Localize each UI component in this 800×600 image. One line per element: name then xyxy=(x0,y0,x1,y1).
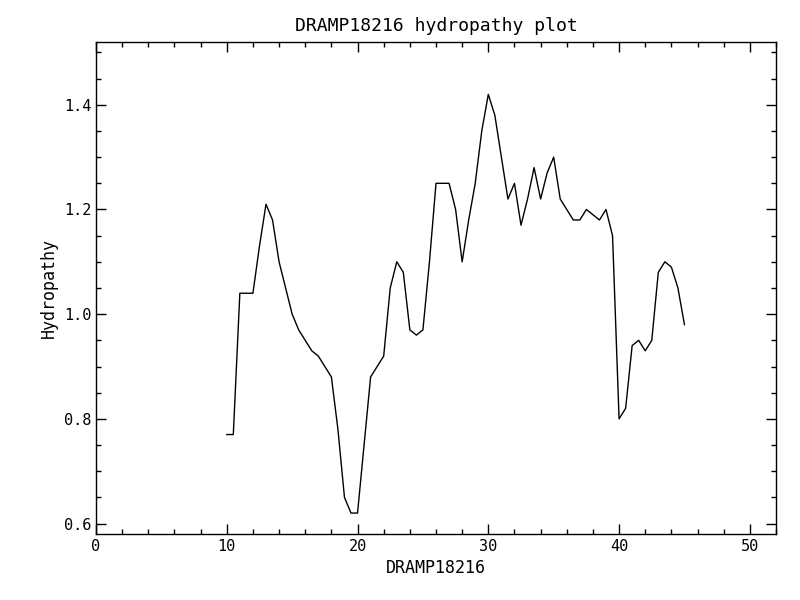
Y-axis label: Hydropathy: Hydropathy xyxy=(40,238,58,338)
Title: DRAMP18216 hydropathy plot: DRAMP18216 hydropathy plot xyxy=(294,17,578,35)
X-axis label: DRAMP18216: DRAMP18216 xyxy=(386,559,486,577)
